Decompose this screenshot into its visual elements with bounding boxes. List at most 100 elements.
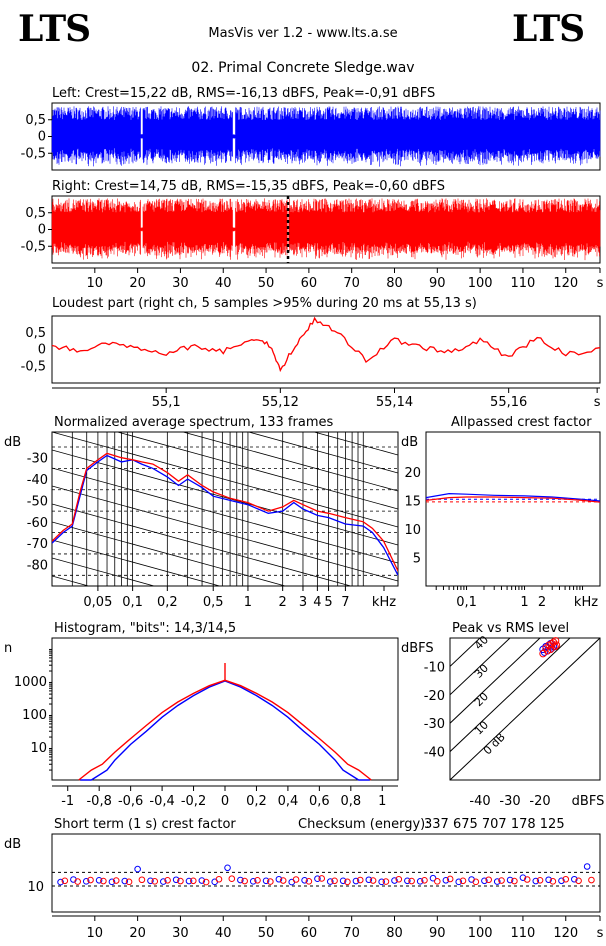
loudest-part-xlabel: 55,14 (376, 395, 413, 410)
stc-point (87, 876, 94, 884)
stc-point (498, 877, 505, 884)
stc-point (318, 875, 326, 882)
stc-point (326, 878, 334, 885)
pvr-crest-diagonal (450, 638, 541, 724)
stc-point (429, 874, 437, 882)
time-axis-label: 110 (511, 276, 536, 291)
time-axis-label: 70 (343, 276, 360, 291)
stc-xlabel: s (597, 926, 604, 941)
pvr-diagonal-label: 40 (472, 633, 491, 652)
histogram-xlabel: -0,4 (149, 794, 174, 809)
spectrum-ytick: -60 (27, 516, 48, 531)
crest-ytick: 5 (413, 551, 421, 566)
spectrum-xlabel: 2 (279, 595, 287, 610)
loudest-part-frame (51, 315, 601, 384)
spectrum-slope-line (247, 432, 398, 474)
checksum-value: 337 675 707 178 125 (424, 817, 565, 832)
pvr-point (551, 637, 560, 645)
stc-xlabel: 70 (343, 926, 360, 941)
waveform-left-signal (51, 106, 601, 167)
spectrum-ytick: -30 (27, 452, 48, 467)
stc-point (365, 876, 373, 884)
histogram-ytick: 100 (22, 708, 47, 723)
spectrum-xlabel: 7 (341, 595, 349, 610)
stc-xlabel: 80 (386, 926, 403, 941)
stc-point (532, 877, 540, 885)
brand-logo-right: LTS (512, 8, 585, 50)
histogram-title: Histogram, "bits": 14,3/14,5 (54, 621, 236, 636)
loudest-part-xlabel: 55,12 (262, 395, 299, 410)
histogram-ytick: 1000 (14, 675, 47, 690)
stc-point (215, 875, 223, 883)
waveform-left-ytick-label: 0,5 (25, 113, 46, 128)
histogram-xlabel: -0,6 (118, 794, 143, 809)
stc-point (108, 878, 116, 886)
crest-xlabel: 1 (520, 595, 528, 610)
stc-point (241, 877, 248, 885)
histogram-xlabel: 1 (378, 794, 386, 809)
stc-point (305, 878, 313, 885)
pvr-frame (449, 637, 601, 781)
time-axis-label: 90 (429, 276, 446, 291)
pvr-crest-diagonal (450, 638, 571, 752)
spectrum-slope-line (52, 485, 398, 582)
stc-point (82, 878, 90, 885)
stc-point (588, 876, 595, 884)
stc-point (267, 878, 274, 885)
waveform-left-ytick-label: -0,5 (21, 146, 46, 161)
stc-point (249, 878, 257, 885)
spectrum-slope-line (181, 432, 398, 492)
spectrum-slope-line (52, 648, 398, 743)
time-axis-label: 100 (468, 276, 493, 291)
time-axis-label: 50 (258, 276, 275, 291)
pvr-ytick: -10 (424, 660, 445, 675)
histogram-series-left (80, 680, 370, 781)
stc-point (185, 877, 193, 885)
stc-point (172, 876, 180, 884)
spectrum-series-right (52, 452, 398, 572)
stc-point (558, 877, 565, 885)
spectrum-ytick: -70 (27, 537, 48, 552)
pvr-point (546, 645, 555, 654)
stc-point (416, 878, 424, 885)
pvr-xlabel: dBFS (572, 794, 605, 809)
waveform-right-ytick-label: -0,5 (21, 239, 46, 254)
stc-point (382, 878, 390, 885)
stc-point (202, 878, 210, 886)
crest-frame (425, 431, 601, 587)
pvr-crest-diagonal (450, 638, 511, 696)
stc-point (61, 877, 69, 885)
stc-point (254, 876, 261, 884)
histogram-xlabel: 0,2 (246, 794, 267, 809)
spectrum-slope-line (312, 432, 398, 456)
histogram-xlabel: 0 (221, 794, 229, 809)
spectrum-title: Normalized average spectrum, 133 frames (54, 415, 333, 430)
stc-point (314, 875, 321, 883)
stc-point (164, 876, 171, 884)
spectrum-xlabel: 0,05 (83, 595, 112, 610)
stc-point (536, 876, 544, 884)
stc-ylabel: dB (4, 837, 21, 852)
pvr-diagonal-label: 20 (472, 690, 491, 709)
spectrum-slope-line (52, 503, 353, 586)
spectrum-slope-line (116, 432, 398, 510)
app-title: MasVis ver 1.2 - www.lts.a.se (208, 26, 398, 41)
stc-xlabel: 120 (553, 926, 578, 941)
loudest-part-title: Loudest part (right ch, 5 samples >95% d… (52, 296, 477, 311)
pvr-title: Peak vs RMS level (452, 621, 569, 636)
stc-point (378, 878, 385, 886)
stc-title: Short term (1 s) crest factor (54, 817, 236, 832)
spectrum-slope-line (52, 539, 222, 586)
time-axis-label: 10 (87, 276, 104, 291)
stc-point (485, 876, 492, 884)
spectrum-slope-line (52, 557, 156, 586)
time-axis-label: 40 (215, 276, 232, 291)
stc-point (262, 877, 270, 885)
pvr-diagonal-label: 30 (472, 662, 491, 681)
stc-point (369, 877, 377, 884)
time-axis-label: 30 (172, 276, 189, 291)
time-axis-label: 120 (553, 276, 578, 291)
stc-point (404, 877, 411, 885)
loudest-part-xlabel: 55,16 (490, 395, 527, 410)
stc-point (583, 863, 591, 870)
